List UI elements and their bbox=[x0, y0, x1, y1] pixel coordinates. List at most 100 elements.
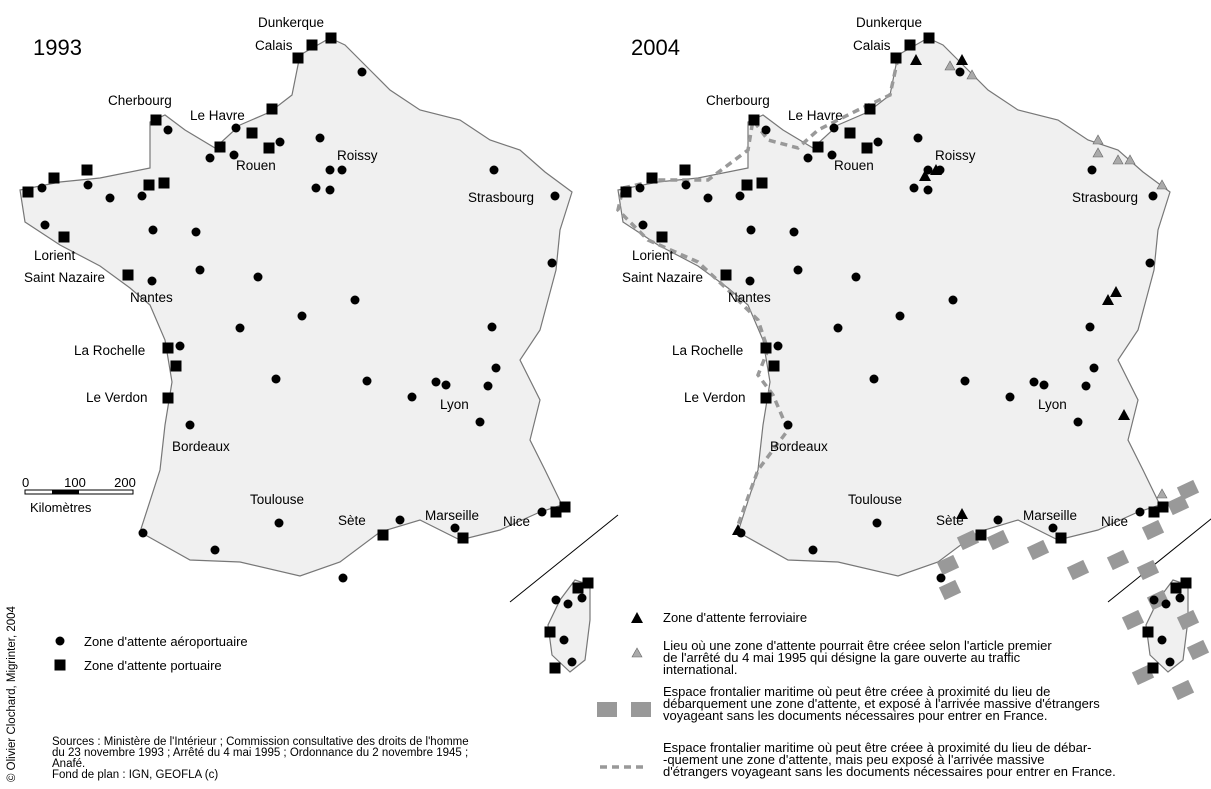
port-zone bbox=[844, 127, 856, 139]
airport-zone bbox=[833, 323, 843, 333]
scale-unit: Kilomètres bbox=[30, 500, 92, 515]
legend-major-border bbox=[597, 702, 617, 717]
airport-zone bbox=[147, 276, 157, 286]
airport-zone bbox=[175, 341, 185, 351]
airport-zone bbox=[803, 153, 813, 163]
airport-zone bbox=[745, 276, 755, 286]
airport-zone bbox=[407, 392, 417, 402]
airport-zone bbox=[205, 153, 215, 163]
major-maritime-border bbox=[1106, 549, 1130, 571]
potential-rail-zone bbox=[1092, 147, 1104, 158]
scale-tick: 200 bbox=[114, 475, 136, 490]
port-zone bbox=[325, 32, 337, 44]
airport-zone bbox=[1087, 165, 1097, 175]
airport-zone bbox=[337, 165, 347, 175]
airport-zone bbox=[185, 420, 195, 430]
city-label: Calais bbox=[853, 38, 891, 53]
city-label: Le Verdon bbox=[684, 390, 746, 405]
legend-label: Espace frontalier maritime où peut être … bbox=[663, 684, 1050, 699]
airport-zone bbox=[395, 515, 405, 525]
city-label: Marseille bbox=[425, 508, 479, 523]
airport-zone bbox=[357, 67, 367, 77]
port-zone bbox=[748, 114, 760, 126]
port-zone bbox=[544, 626, 556, 638]
major-maritime-border bbox=[1121, 609, 1145, 631]
airport-zone bbox=[274, 518, 284, 528]
port-zone bbox=[1157, 501, 1169, 513]
airport-zone bbox=[1149, 595, 1159, 605]
port-zone bbox=[292, 52, 304, 64]
port-zone bbox=[760, 342, 772, 354]
airport-zone bbox=[1157, 635, 1167, 645]
source-line: Anafé. bbox=[52, 758, 85, 770]
airport-zone bbox=[491, 363, 501, 373]
credit: © Olivier Clochard, Migrinter, 2004 bbox=[6, 605, 18, 782]
airport-zone bbox=[873, 137, 883, 147]
scale-tick: 100 bbox=[64, 475, 86, 490]
port-zone bbox=[582, 577, 594, 589]
port-zone bbox=[1147, 662, 1159, 674]
city-label: Rouen bbox=[236, 158, 276, 173]
port-zone bbox=[246, 127, 258, 139]
city-label: Le Verdon bbox=[86, 390, 148, 405]
airport-zone bbox=[235, 323, 245, 333]
source-line: du 23 novembre 1993 ; Arrêté du 4 mai 19… bbox=[52, 747, 468, 759]
france-outline bbox=[617, 37, 1171, 577]
major-maritime-border bbox=[1171, 679, 1195, 701]
legend-label: Zone d'attente aéroportuaire bbox=[84, 634, 248, 649]
port-zone bbox=[975, 529, 987, 541]
port-zone bbox=[457, 532, 469, 544]
port-zone bbox=[923, 32, 935, 44]
potential-rail-zone bbox=[966, 69, 978, 80]
city-label: Nantes bbox=[728, 290, 771, 305]
legend-label: Zone d'attente portuaire bbox=[84, 658, 222, 673]
major-maritime-border bbox=[1176, 609, 1200, 631]
airport-zone bbox=[559, 635, 569, 645]
airport-zone bbox=[1175, 593, 1185, 603]
airport-zone bbox=[537, 507, 547, 517]
airport-zone bbox=[271, 374, 281, 384]
port-zone bbox=[812, 141, 824, 153]
city-label: Calais bbox=[255, 38, 293, 53]
rail-zone bbox=[1110, 286, 1122, 297]
airport-zone bbox=[1161, 599, 1171, 609]
airport-zone bbox=[105, 193, 115, 203]
airport-zone bbox=[297, 311, 307, 321]
port-zone bbox=[306, 39, 318, 51]
map-year: 1993 bbox=[33, 35, 82, 60]
legend-label: Espace frontalier maritime où peut être … bbox=[663, 740, 1092, 755]
airport-zone bbox=[869, 374, 879, 384]
city-label: Marseille bbox=[1023, 508, 1077, 523]
major-maritime-border bbox=[986, 529, 1010, 551]
airport-zone bbox=[703, 193, 713, 203]
legend: 0 100 200 Kilomètres Zone d'attente aéroport… bbox=[6, 475, 1116, 782]
map-panel: 1993 Dunkerque Calais Cherbourg Le Havre Roue… bbox=[19, 15, 619, 674]
source-line: Sources : Ministère de l'Intérieur ; Com… bbox=[52, 736, 469, 748]
airport-zone bbox=[547, 258, 557, 268]
potential-rail-zone bbox=[944, 60, 956, 71]
airport-zone bbox=[895, 311, 905, 321]
airport-zone bbox=[137, 191, 147, 201]
airport-zone bbox=[936, 573, 946, 583]
airport-zone bbox=[1081, 381, 1091, 391]
airport-zone bbox=[563, 599, 573, 609]
minor-maritime-border bbox=[616, 57, 900, 526]
legend-potential-rail bbox=[631, 647, 643, 658]
airport-zone bbox=[315, 133, 325, 143]
airport-zone bbox=[275, 137, 285, 147]
city-label: Lyon bbox=[440, 397, 469, 412]
rail-zone bbox=[956, 508, 968, 519]
airport-zone bbox=[923, 165, 933, 175]
major-maritime-border bbox=[1186, 639, 1210, 661]
city-label: La Rochelle bbox=[672, 343, 743, 358]
port-zone bbox=[1170, 582, 1182, 594]
potential-rail-zone bbox=[1124, 154, 1136, 165]
port-zone bbox=[150, 114, 162, 126]
city-label: Lorient bbox=[34, 248, 76, 263]
scale-bar-fill bbox=[52, 490, 79, 494]
airport-zone bbox=[827, 150, 837, 160]
airport-zone bbox=[550, 191, 560, 201]
major-maritime-border bbox=[1141, 519, 1165, 541]
airport-zone bbox=[229, 150, 239, 160]
city-label: Le Havre bbox=[788, 108, 843, 123]
